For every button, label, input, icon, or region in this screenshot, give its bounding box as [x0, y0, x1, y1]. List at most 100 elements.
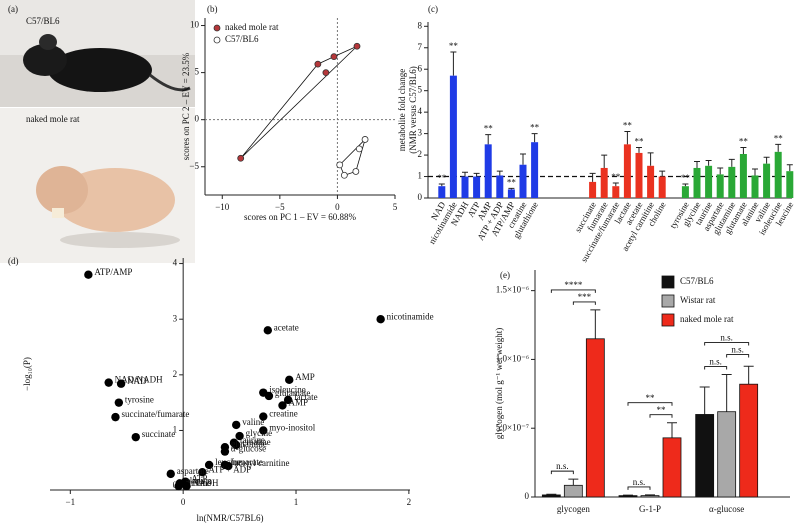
- error-bar: [590, 309, 601, 339]
- point: [166, 469, 175, 479]
- point: [283, 395, 293, 405]
- significance-label: **: [681, 173, 691, 183]
- panel-label: (a): [8, 4, 18, 14]
- y-tick-label: 8: [418, 20, 423, 30]
- legend-marker: [213, 24, 221, 32]
- x-tick-label: glycogen: [557, 504, 590, 514]
- bar: [612, 186, 620, 198]
- significance-label: **: [774, 133, 784, 143]
- point: [220, 447, 230, 456]
- photo-panel: (a) C57/BL6 naked mole rat: [0, 0, 195, 263]
- significance-label: ***: [578, 292, 592, 302]
- point: [376, 314, 385, 324]
- legend-label: naked mole rat: [680, 314, 734, 324]
- x-tick-label: −10: [215, 202, 230, 212]
- significance-label: ****: [564, 280, 583, 290]
- point: [204, 460, 214, 470]
- bar: [640, 495, 660, 498]
- error-bar: [438, 183, 445, 187]
- point: [330, 53, 338, 61]
- error-bar: [531, 133, 538, 143]
- point-label: acetyl carnitine: [234, 458, 289, 468]
- bar: [763, 163, 771, 198]
- significance-label: **: [657, 405, 667, 415]
- y-tick-label: −5: [189, 161, 199, 171]
- legend-swatch: [661, 313, 675, 327]
- panel-label: (b): [207, 4, 218, 14]
- y-tick-label: 6: [418, 63, 423, 73]
- point: [174, 481, 183, 491]
- x-axis-label: ln(NMR/C57BL6): [196, 513, 263, 523]
- point: [352, 168, 360, 175]
- point: [336, 161, 344, 169]
- bar: [693, 167, 701, 198]
- y-tick-label: 0: [418, 192, 423, 202]
- error-bar: [728, 158, 735, 167]
- y-tick-label: 0: [525, 491, 530, 501]
- y-axis-label: (NMR versus C57/BL6): [408, 66, 418, 154]
- point-label: fumarate: [231, 457, 263, 467]
- y-tick-label: 1: [173, 425, 178, 435]
- point-label: choline: [185, 478, 212, 488]
- y-tick-label: 4: [418, 106, 423, 116]
- point-label: creatine: [269, 409, 297, 419]
- error-bar: [601, 154, 608, 168]
- error-bar: [763, 156, 770, 164]
- error-bar: [612, 182, 619, 187]
- bar: [585, 338, 605, 498]
- point-label: ATP + ADP: [208, 464, 251, 474]
- significance-label: n.s.: [720, 333, 733, 343]
- significance-bracket: [627, 402, 673, 406]
- point-label: glutamine: [231, 439, 267, 449]
- point-label: myo-inositol: [269, 423, 316, 433]
- point-label: NADH: [193, 478, 219, 488]
- mouse-head: [23, 44, 67, 76]
- x-tick-label: G-1-P: [639, 504, 661, 514]
- point: [285, 375, 294, 385]
- point: [353, 42, 361, 50]
- error-bar: [743, 365, 754, 385]
- error-bar: [450, 51, 457, 76]
- point: [259, 412, 268, 421]
- error-bar: [705, 159, 712, 166]
- bar: [635, 152, 643, 198]
- significance-label: n.s.: [633, 477, 646, 487]
- legend-label: Wistar rat: [680, 295, 716, 305]
- bar: [716, 174, 724, 198]
- y-tick-label: 10: [190, 20, 200, 30]
- point-label: glutamate: [275, 388, 311, 398]
- error-bar: [694, 161, 700, 168]
- mouse-tail: [149, 73, 191, 92]
- bar: [541, 494, 561, 498]
- bar: [739, 154, 747, 198]
- error-bar: [667, 422, 677, 438]
- y-tick-label: 7: [418, 42, 423, 52]
- bar: [774, 151, 782, 198]
- photo-label: naked mole rat: [26, 114, 80, 124]
- mole-rat-head: [36, 166, 88, 214]
- x-tick-label: −1: [66, 497, 76, 507]
- x-tick-label: −5: [275, 202, 285, 212]
- point-label: ATP: [191, 474, 207, 484]
- y-tick-label: 3: [418, 128, 423, 138]
- panel-label: (e): [500, 270, 510, 280]
- legend-label: naked mole rat: [225, 22, 279, 32]
- point-label: nicotinamide: [387, 311, 434, 321]
- y-tick-label: 1.5×10⁻⁶: [496, 285, 529, 295]
- y-tick-label: 5: [195, 67, 200, 77]
- point: [355, 145, 363, 153]
- significance-label: **: [437, 173, 447, 183]
- y-tick-label: 3: [173, 313, 178, 323]
- y-axis-label: metabolite fold change: [397, 69, 407, 151]
- point: [278, 401, 287, 410]
- significance-label: **: [484, 124, 494, 134]
- point: [182, 481, 191, 491]
- error-bar: [568, 478, 579, 486]
- error-bar: [624, 130, 631, 145]
- y-tick-label: 4: [173, 258, 178, 268]
- bar: [531, 142, 539, 198]
- point: [116, 379, 126, 388]
- mouse-ear: [39, 34, 57, 50]
- point: [232, 420, 241, 430]
